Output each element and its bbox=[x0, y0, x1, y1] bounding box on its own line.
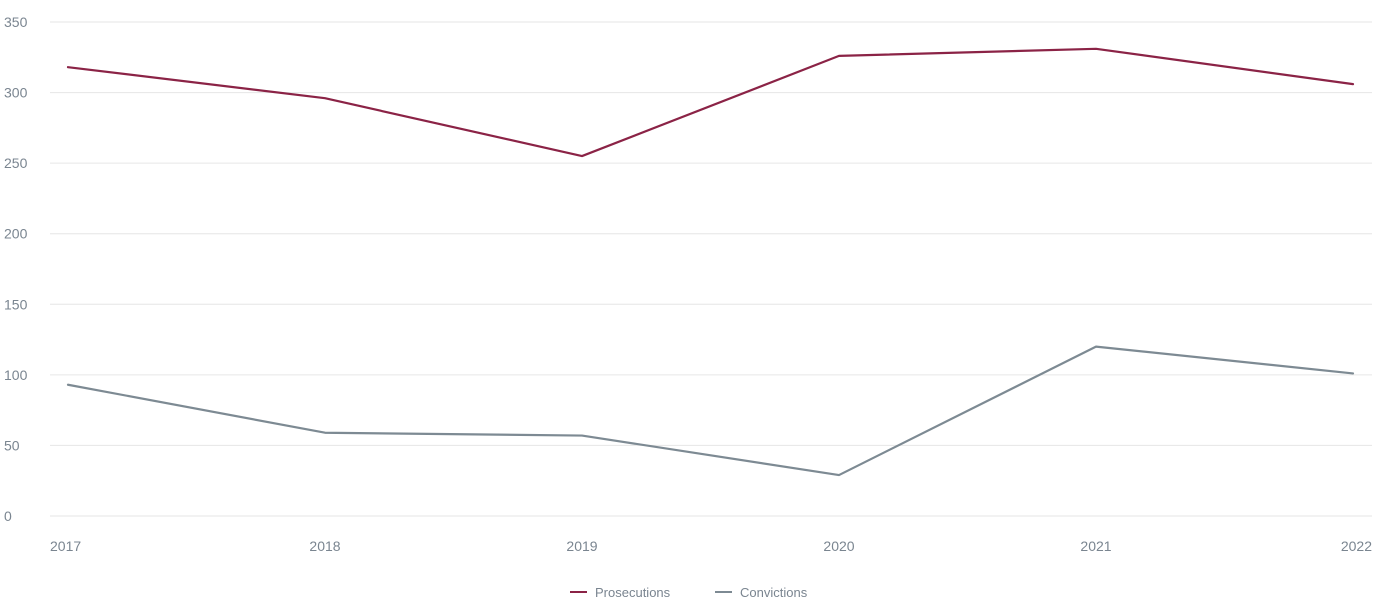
series-line-prosecutions bbox=[66, 47, 1355, 158]
y-axis-ticks: 0 50 100 150 200 250 300 350 bbox=[4, 14, 28, 524]
y-tick-label: 50 bbox=[4, 437, 20, 453]
y-tick-label: 150 bbox=[4, 296, 28, 312]
x-axis-ticks: 2017 2018 2019 2020 2021 2022 bbox=[50, 538, 1372, 554]
x-tick-label: 2017 bbox=[50, 538, 81, 554]
y-tick-label: 0 bbox=[4, 508, 12, 524]
x-tick-label: 2018 bbox=[309, 538, 340, 554]
legend-item-prosecutions[interactable]: Prosecutions bbox=[570, 585, 671, 599]
x-tick-label: 2022 bbox=[1341, 538, 1372, 554]
y-tick-label: 250 bbox=[4, 155, 28, 171]
x-tick-label: 2020 bbox=[823, 538, 854, 554]
x-tick-label: 2021 bbox=[1080, 538, 1111, 554]
y-tick-label: 300 bbox=[4, 85, 28, 101]
series-line-convictions bbox=[66, 345, 1355, 477]
y-tick-label: 350 bbox=[4, 14, 28, 30]
gridlines bbox=[50, 21, 1372, 517]
legend-label: Prosecutions bbox=[595, 585, 671, 599]
y-tick-label: 200 bbox=[4, 226, 28, 242]
legend-item-convictions[interactable]: Convictions bbox=[715, 585, 808, 599]
y-tick-label: 100 bbox=[4, 367, 28, 383]
series-lines bbox=[66, 47, 1355, 477]
legend-label: Convictions bbox=[740, 585, 808, 599]
legend: Prosecutions Convictions bbox=[570, 585, 808, 599]
x-tick-label: 2019 bbox=[566, 538, 597, 554]
